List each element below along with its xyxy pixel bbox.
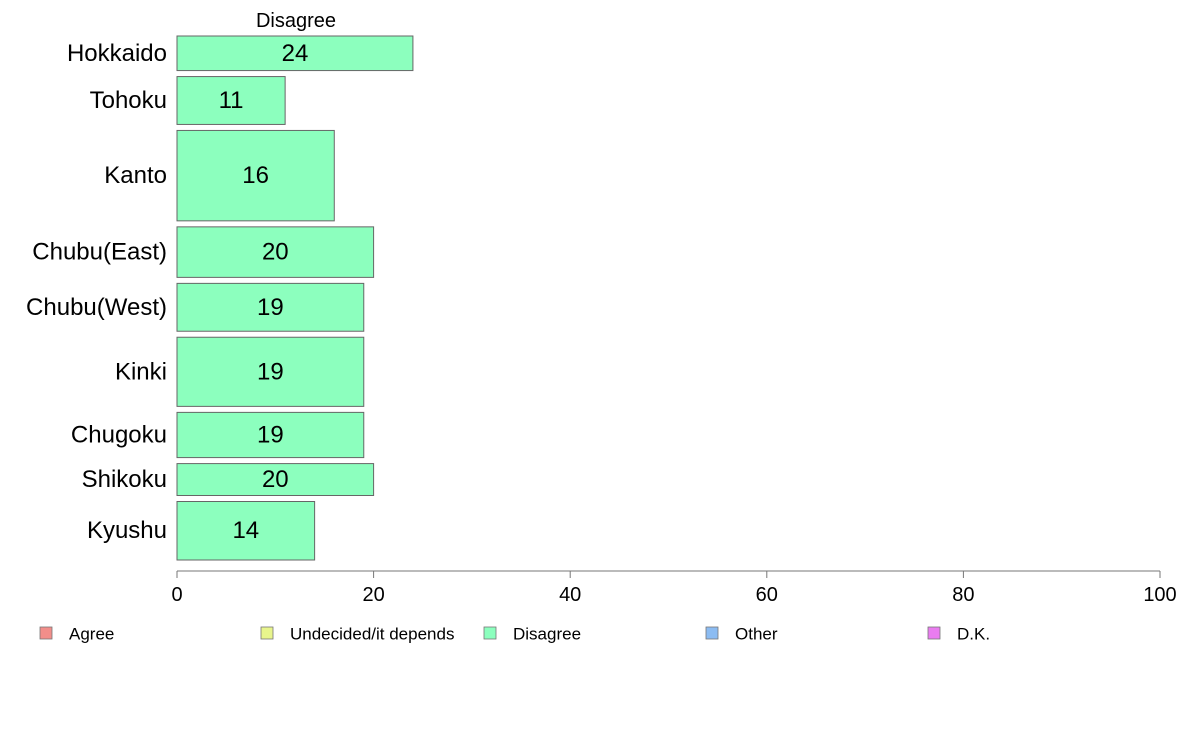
value-label: 19 (257, 358, 284, 385)
bar-kanto (176, 129, 335, 222)
x-tick-label: 100 (1143, 584, 1176, 606)
value-label: 24 (282, 40, 309, 67)
series-title: Disagree (256, 10, 336, 32)
legend-swatch (927, 626, 941, 640)
value-label: 14 (232, 517, 259, 544)
bar-shikoku (176, 463, 375, 496)
legend: Agree Undecided/it depends Disagree Other D.… (39, 625, 990, 644)
bar-tohoku (176, 76, 286, 125)
category-label: Kanto (104, 162, 167, 189)
category-label: Kinki (115, 358, 167, 385)
bar-chugoku (176, 411, 365, 459)
legend-label: Other (735, 625, 778, 644)
category-label: Shikoku (82, 466, 167, 493)
legend-label: Agree (69, 625, 114, 644)
bar-kyushu (176, 501, 316, 561)
value-label: 19 (257, 421, 284, 448)
category-label: Chubu(East) (32, 239, 167, 266)
legend-swatch (705, 626, 719, 640)
x-tick-label: 80 (952, 584, 974, 606)
legend-label: Undecided/it depends (290, 625, 454, 644)
bars-group: Hokkaido 24 Tohoku 11 Kanto 16 Chubu(East) 20 Ch… (26, 35, 414, 561)
value-label: 20 (262, 239, 289, 266)
value-label: 20 (262, 466, 289, 493)
x-tick-label: 20 (362, 584, 384, 606)
legend-label: Disagree (513, 625, 581, 644)
bar-kinki (176, 336, 365, 407)
value-label: 19 (257, 294, 284, 321)
category-label: Hokkaido (67, 40, 167, 67)
category-label: Tohoku (90, 87, 167, 114)
bar-chubu-east- (176, 226, 375, 278)
x-tick-label: 0 (171, 584, 182, 606)
value-label: 11 (219, 87, 244, 114)
x-tick-label: 40 (559, 584, 581, 606)
category-label: Kyushu (87, 517, 167, 544)
category-label: Chugoku (71, 421, 167, 448)
bar-chubu-west- (176, 282, 365, 332)
bar-hokkaido (176, 35, 414, 72)
value-label: 16 (242, 162, 269, 189)
legend-swatch (260, 626, 274, 640)
legend-swatch (39, 626, 53, 640)
category-label: Chubu(West) (26, 294, 167, 321)
x-tick-label: 60 (756, 584, 778, 606)
x-axis: 0 20 40 60 80 100 (171, 570, 1177, 606)
legend-label: D.K. (957, 625, 990, 644)
legend-swatch (483, 626, 497, 640)
